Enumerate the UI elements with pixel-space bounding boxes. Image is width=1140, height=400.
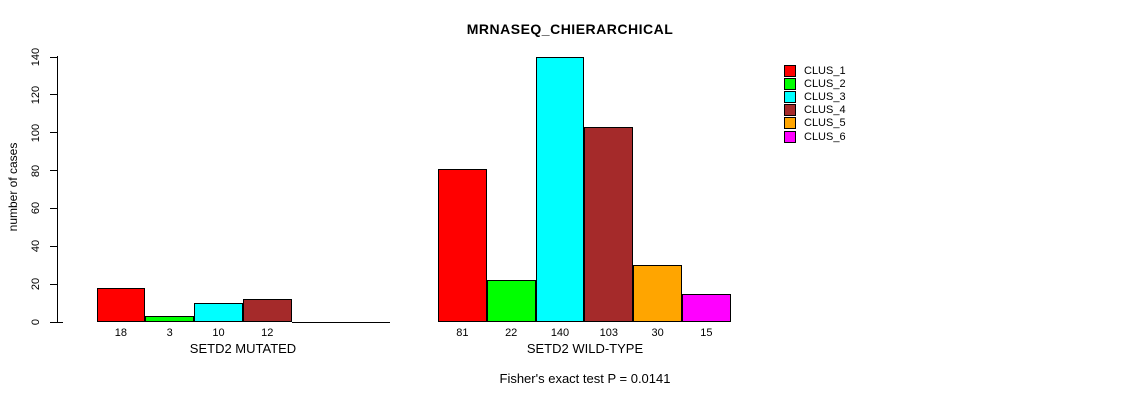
bar-value-label: 18	[114, 327, 128, 339]
legend-label-clus_2: CLUS_2	[804, 77, 846, 90]
fisher-test-annotation: Fisher's exact test P = 0.0141	[499, 371, 671, 386]
legend-label-clus_6: CLUS_6	[804, 130, 846, 143]
y-tick-label: 40	[30, 240, 42, 253]
bar-clus_2	[145, 316, 195, 322]
y-tick-label: 140	[30, 47, 42, 67]
bar-value-label: 15	[700, 327, 713, 339]
y-axis-title: number of cases	[6, 142, 20, 232]
legend-swatch-clus_5	[784, 117, 796, 130]
legend-swatch-clus_1	[784, 64, 796, 77]
legend-label-clus_3: CLUS_3	[804, 90, 846, 103]
y-tick-mark	[50, 283, 57, 285]
group-label-setd2-wild-type: SETD2 WILD-TYPE	[526, 341, 644, 356]
y-tick-mark	[50, 207, 57, 209]
bar-clus_1	[438, 168, 487, 322]
y-tick-label: 0	[30, 318, 42, 326]
group-label-setd2-mutated: SETD2 MUTATED	[189, 341, 297, 356]
y-tick-label: 80	[30, 164, 42, 177]
y-tick-mark	[50, 132, 57, 134]
y-tick-mark	[50, 245, 57, 247]
bar-clus_2	[486, 280, 536, 322]
legend-label-clus_1: CLUS_1	[804, 64, 846, 77]
y-tick-mark	[50, 321, 57, 323]
bar-value-label: 10	[212, 327, 225, 339]
bar-value-label: 3	[166, 327, 173, 339]
bar-clus_4	[242, 299, 292, 322]
bar-clus_6	[682, 293, 731, 322]
bar-clus_5	[633, 265, 682, 322]
y-tick-mark	[50, 56, 57, 58]
bar-value-label: 103	[599, 327, 618, 339]
zero-height-bar	[340, 322, 391, 323]
legend-swatch-clus_4	[784, 104, 796, 117]
bar-value-label: 81	[456, 327, 469, 339]
legend-label-clus_5: CLUS_5	[804, 117, 846, 130]
bar-clus_3	[194, 303, 243, 322]
legend-swatch-clus_6	[784, 130, 796, 143]
bar-value-label: 12	[261, 327, 274, 339]
bar-value-label: 140	[550, 327, 570, 339]
bar-clus_3	[535, 57, 585, 322]
y-tick-mark	[50, 94, 57, 96]
legend-label-clus_4: CLUS_4	[804, 104, 846, 117]
y-tick-label: 120	[30, 85, 42, 105]
bar-clus_1	[96, 287, 146, 322]
x-axis-origin-tick	[57, 322, 63, 323]
y-tick-mark	[50, 170, 57, 172]
legend-swatch-clus_3	[784, 90, 796, 103]
bar-value-label: 22	[505, 327, 518, 339]
y-tick-label: 60	[30, 202, 42, 215]
y-tick-label: 20	[30, 278, 42, 291]
legend-swatch-clus_2	[784, 77, 796, 90]
zero-height-bar	[291, 322, 342, 323]
y-tick-label: 100	[30, 123, 42, 142]
chart-title: MRNASEQ_CHIERARCHICAL	[466, 21, 674, 37]
bar-clus_4	[584, 127, 634, 322]
bar-value-label: 30	[651, 327, 664, 339]
y-axis-line	[57, 56, 58, 323]
